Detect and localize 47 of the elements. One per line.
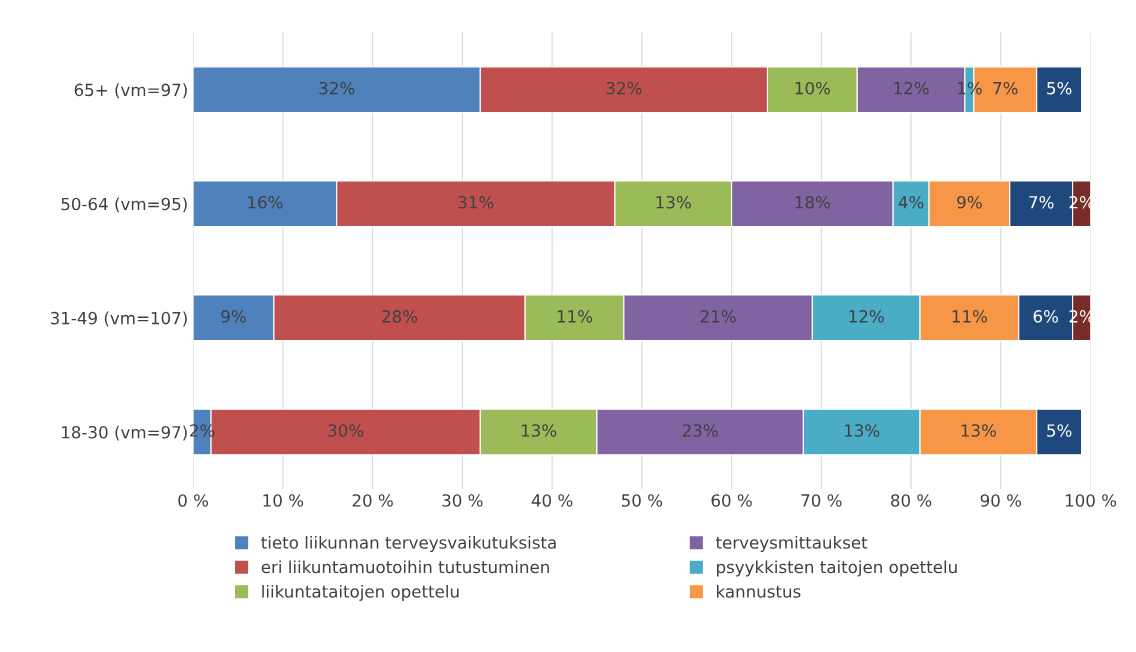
data-label: 11% [952,310,988,323]
data-label: 21% [700,310,736,323]
data-label: 16% [248,195,283,209]
data-label: 13% [656,195,691,209]
data-label: 13% [845,424,880,437]
legend-label: eri liikuntamuotoihin tutustuminen [261,560,549,574]
y-tick-label: 50-64 (vm=95) [61,197,187,213]
data-label: 7% [993,81,1018,95]
data-label: 9% [221,310,246,323]
data-label: 13% [521,424,557,437]
data-label: 5% [1047,81,1072,95]
legend-label: tieto liikunnan terveysvaikutuksista [261,535,556,553]
data-label: 4% [898,195,924,209]
data-label: 12% [849,310,884,323]
legend-label: kannustus [717,584,801,598]
x-tick-label: 0 % [178,494,209,507]
data-label: 18% [795,195,830,209]
data-label: 13% [961,424,996,437]
data-label: 32% [319,81,355,95]
legend-label: terveysmittaukset [715,535,868,553]
legend-label: psyykkisten taitojen opettelu [717,560,957,577]
data-label: 10% [795,81,830,95]
x-tick-label: 30 % [442,494,483,507]
x-tick-label: 40 % [531,494,573,507]
x-tick-label: 10 % [263,494,304,507]
x-tick-label: 60 % [711,494,752,507]
data-label: 9% [957,195,982,209]
x-tick-label: 100 % [1065,494,1117,507]
y-tick-label: 65+ (vm=97) [74,83,187,99]
x-tick-label: 90 % [980,494,1022,507]
data-label: 6% [1033,310,1058,323]
data-label: 32% [606,81,642,95]
data-label: 12% [894,81,929,95]
x-tick-label: 80 % [891,494,932,507]
data-label: 28% [382,310,418,323]
y-tick-label: 18-30 (vm=97) [62,425,187,441]
data-label: 7% [1029,195,1054,209]
data-label: 23% [682,424,718,437]
data-label: 11% [557,310,593,323]
x-tick-label: 20 % [352,494,393,507]
data-label: 5% [1047,424,1072,437]
data-label: 30% [328,424,364,437]
legend-label: liikuntataitojen opettelu [262,584,459,602]
data-label: 31% [458,195,494,209]
x-tick-label: 50 % [621,494,663,507]
x-tick-label: 70 % [801,494,842,507]
y-tick-label: 31-49 (vm=107) [50,311,187,327]
